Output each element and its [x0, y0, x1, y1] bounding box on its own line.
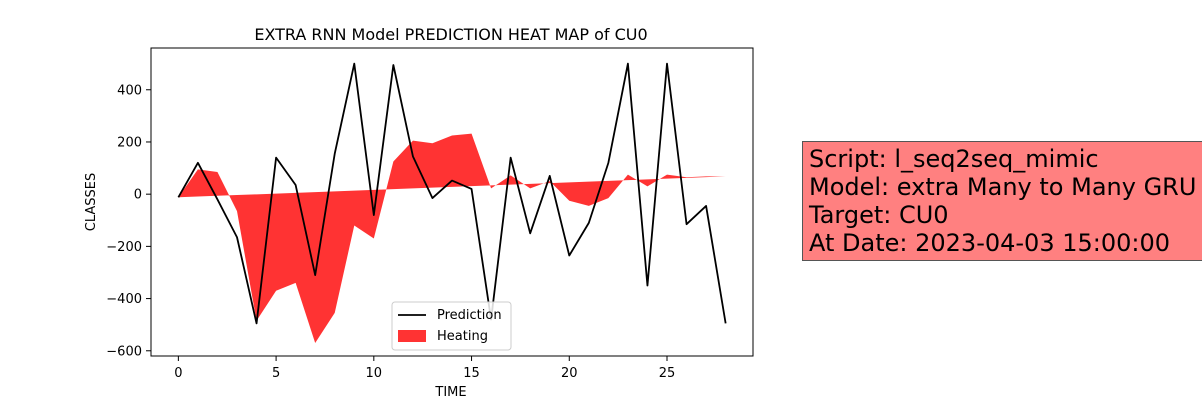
y-tick-label: −600 [106, 344, 142, 359]
info-target-line: Target: CU0 [809, 201, 949, 229]
x-axis: 0 5 10 15 20 25 [174, 356, 675, 381]
heating-area [178, 133, 726, 343]
x-tick-label: 15 [463, 366, 480, 381]
y-tick-label: 400 [117, 83, 142, 98]
x-tick-label: 25 [659, 366, 676, 381]
y-tick-label: 200 [117, 135, 142, 150]
prediction-line [177, 62, 727, 325]
y-tick-label: −200 [106, 240, 142, 255]
y-axis: −600 −400 −200 0 200 400 [106, 83, 151, 359]
plot-area [150, 47, 754, 357]
y-axis-label: CLASSES [84, 173, 99, 231]
info-box: Script: l_seq2seq_mimic Model: extra Man… [802, 141, 1202, 261]
y-tick-label: 0 [134, 188, 142, 203]
legend-heating-label: Heating [437, 329, 488, 344]
info-script-line: Script: l_seq2seq_mimic [809, 145, 1099, 173]
legend-prediction-label: Prediction [437, 308, 502, 323]
x-tick-label: 20 [561, 366, 578, 381]
chart-title: EXTRA RNN Model PREDICTION HEAT MAP of C… [254, 25, 647, 44]
info-date-line: At Date: 2023-04-03 15:00:00 [809, 229, 1171, 257]
x-tick-label: 0 [174, 366, 182, 381]
info-model-line: Model: extra Many to Many GRU [809, 173, 1197, 201]
y-tick-label: −400 [106, 292, 142, 307]
legend-heating-swatch [398, 330, 426, 342]
x-tick-label: 5 [272, 366, 280, 381]
legend: Prediction Heating [391, 301, 512, 351]
x-tick-label: 10 [366, 366, 383, 381]
x-axis-label: TIME [434, 385, 466, 400]
axes-frame [150, 47, 754, 357]
